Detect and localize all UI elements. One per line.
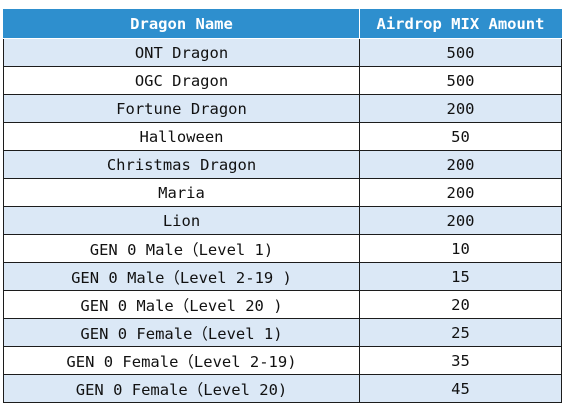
mix-amount-cell: 200: [359, 94, 562, 123]
dragon-name-cell: Halloween: [3, 122, 360, 151]
table-row: Maria 200: [3, 178, 562, 207]
dragon-name-cell: Maria: [3, 178, 360, 207]
mix-amount-cell: 500: [359, 38, 562, 67]
dragon-name-cell: GEN 0 Female（Level 1): [3, 318, 360, 347]
dragon-name-cell: ONT Dragon: [3, 38, 360, 67]
airdrop-table: Dragon Name Airdrop MIX Amount ONT Drago…: [3, 9, 562, 403]
dragon-name-cell: GEN 0 Male（Level 2-19 ): [3, 262, 360, 291]
mix-amount-cell: 35: [359, 346, 562, 375]
dragon-name-cell: GEN 0 Male（Level 20 ): [3, 290, 360, 319]
mix-amount-cell: 45: [359, 374, 562, 403]
table-row: GEN 0 Female（Level 2-19) 35: [3, 346, 562, 375]
table-row: GEN 0 Male（Level 1) 10: [3, 234, 562, 263]
dragon-name-cell: OGC Dragon: [3, 66, 360, 95]
table-row: OGC Dragon 500: [3, 66, 562, 95]
mix-amount-cell: 200: [359, 178, 562, 207]
mix-amount-cell: 200: [359, 150, 562, 179]
dragon-name-cell: GEN 0 Male（Level 1): [3, 234, 360, 263]
table-row: Lion 200: [3, 206, 562, 235]
table-header-row: Dragon Name Airdrop MIX Amount: [3, 9, 562, 39]
table-row: GEN 0 Male（Level 2-19 ) 15: [3, 262, 562, 291]
mix-amount-cell: 50: [359, 122, 562, 151]
mix-amount-cell: 15: [359, 262, 562, 291]
dragon-name-cell: GEN 0 Female（Level 20): [3, 374, 360, 403]
mix-amount-cell: 200: [359, 206, 562, 235]
dragon-name-cell: GEN 0 Female（Level 2-19): [3, 346, 360, 375]
table-row: GEN 0 Female（Level 1) 25: [3, 318, 562, 347]
dragon-name-cell: Christmas Dragon: [3, 150, 360, 179]
table-row: ONT Dragon 500: [3, 38, 562, 67]
mix-amount-cell: 10: [359, 234, 562, 263]
header-dragon-name: Dragon Name: [3, 9, 360, 39]
table-row: GEN 0 Male（Level 20 ) 20: [3, 290, 562, 319]
mix-amount-cell: 25: [359, 318, 562, 347]
mix-amount-cell: 20: [359, 290, 562, 319]
table-row: GEN 0 Female（Level 20) 45: [3, 374, 562, 403]
mix-amount-cell: 500: [359, 66, 562, 95]
dragon-name-cell: Fortune Dragon: [3, 94, 360, 123]
table-row: Fortune Dragon 200: [3, 94, 562, 123]
table-row: Christmas Dragon 200: [3, 150, 562, 179]
table-row: Halloween 50: [3, 122, 562, 151]
header-airdrop-mix-amount: Airdrop MIX Amount: [359, 9, 562, 39]
dragon-name-cell: Lion: [3, 206, 360, 235]
